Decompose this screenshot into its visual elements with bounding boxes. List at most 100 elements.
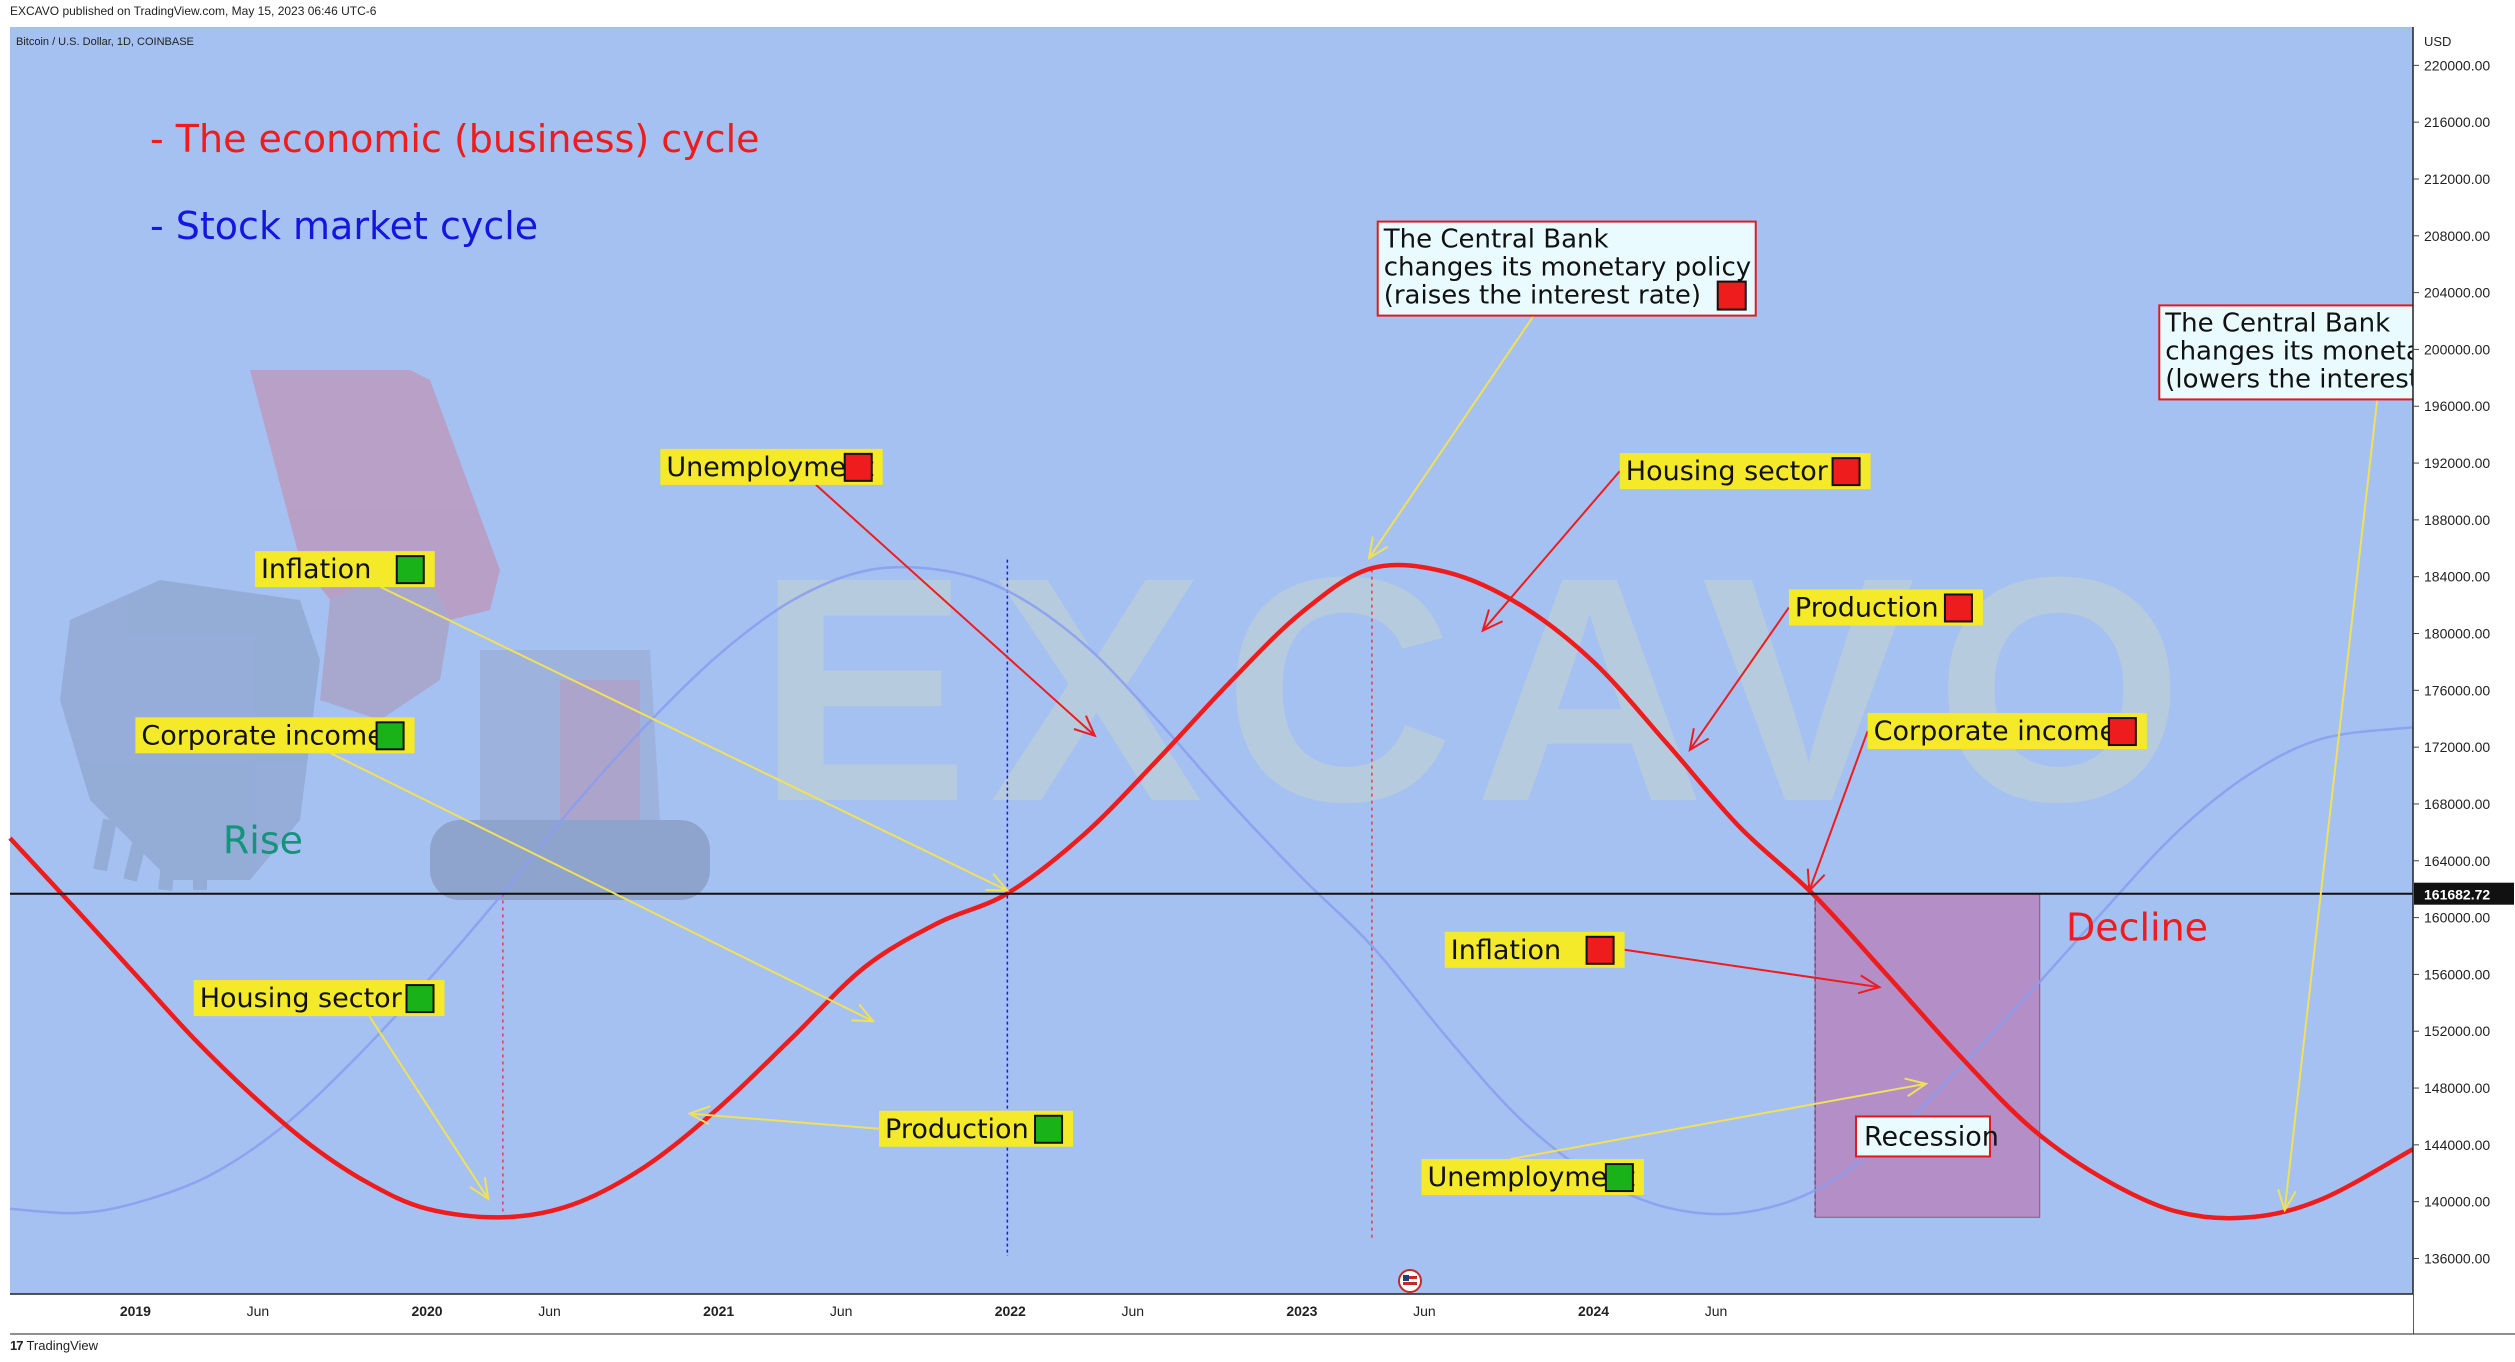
arrow-head	[1904, 1077, 1929, 1098]
red-square-icon	[1831, 457, 1861, 487]
annotation-label: Unemployment	[1421, 1159, 1644, 1196]
arrow	[815, 484, 1096, 737]
price-tick-label: 160000.00	[2424, 910, 2490, 926]
annotation-label: Housing sector	[1619, 453, 1871, 490]
tradingview-brand[interactable]: TradingView	[26, 1338, 99, 1353]
plot-background	[10, 27, 2413, 1334]
arrow-head	[851, 1003, 876, 1023]
price-tick-label: 156000.00	[2424, 966, 2490, 982]
footer: 17 TradingView	[10, 1338, 98, 1353]
price-tick-label: 200000.00	[2424, 341, 2490, 357]
annotation-labels: Inflation Corporate income Housing sector P…	[135, 220, 2515, 1196]
price-tick-label: 176000.00	[2424, 682, 2490, 698]
symbol-label: Bitcoin / U.S. Dollar, 1D, COINBASE	[16, 36, 194, 48]
annotation-label: Production	[1788, 589, 1983, 626]
price-tick-label: 184000.00	[2424, 569, 2490, 585]
excavator-watermark	[60, 370, 710, 900]
price-tick-label: 164000.00	[2424, 853, 2490, 869]
time-tick-label: 2024	[1578, 1303, 1609, 1319]
arrow	[1808, 730, 1869, 891]
annotation-label: Inflation	[254, 551, 435, 588]
title-line-1: - The economic (business) cycle	[150, 117, 760, 161]
time-tick-label: Jun	[538, 1303, 561, 1319]
time-tick-label: Jun	[1413, 1303, 1436, 1319]
excavo-watermark: EXCAVO	[756, 510, 2204, 868]
arrow	[1510, 1082, 1927, 1161]
arrow	[1688, 606, 1790, 751]
phase-label: Rise	[223, 819, 303, 863]
label-text: Corporate income	[141, 720, 383, 751]
label-bg	[193, 980, 445, 1017]
policy-arrow-head	[2277, 1188, 2297, 1213]
tradingview-logo[interactable]: 17	[10, 1338, 24, 1353]
annotation-label: Corporate income	[135, 717, 415, 754]
time-tick-label: 2022	[995, 1303, 1026, 1319]
arrow-head	[469, 1176, 490, 1201]
arrow-head	[985, 873, 1010, 892]
note-line: The Central Bank	[2164, 308, 2390, 338]
arrow	[380, 586, 1008, 892]
annotation-label: Unemployment	[660, 448, 883, 485]
current-price-badge	[2414, 882, 2514, 905]
time-tick-label: 2023	[1286, 1303, 1317, 1319]
red-square-icon	[843, 452, 873, 482]
green-square-icon	[405, 984, 435, 1014]
time-tick-label: Jun	[1705, 1303, 1728, 1319]
time-tick-label: Jun	[830, 1303, 853, 1319]
label-text: Unemployment	[666, 452, 874, 483]
price-axis: 220000.00 216000.00 212000.00 208000.00 2040…	[2413, 57, 2514, 1266]
label-text: Housing sector	[1626, 456, 1829, 487]
price-tick-label: 140000.00	[2424, 1194, 2490, 1210]
note-line: changes its monetary policy	[1384, 253, 1751, 283]
flag-icon[interactable]	[1398, 1269, 1422, 1293]
policy-arrow	[1368, 315, 1535, 559]
red-square-icon	[1943, 593, 1973, 623]
label-text: Corporate income	[1874, 716, 2116, 747]
price-tick-label: 196000.00	[2424, 398, 2490, 414]
price-tick-label: 204000.00	[2424, 285, 2490, 301]
label-text: Housing sector	[200, 983, 403, 1014]
price-tick-label: 172000.00	[2424, 739, 2490, 755]
note-line: (raises the interest rate)	[1384, 281, 1701, 311]
label-bg	[135, 717, 415, 754]
arrow	[368, 1015, 490, 1200]
green-square-icon	[1034, 1114, 1064, 1144]
policy-arrow	[2283, 399, 2379, 1211]
current-price-label: 161682.72	[2424, 887, 2490, 903]
phase-label: Decline	[2066, 905, 2208, 949]
time-tick-label: 2019	[120, 1303, 151, 1319]
green-square-icon	[1604, 1163, 1634, 1193]
label-text: Unemployment	[1427, 1162, 1635, 1193]
time-tick-label: Jun	[247, 1303, 270, 1319]
time-tick-label: Jun	[1121, 1303, 1144, 1319]
price-tick-label: 144000.00	[2424, 1137, 2490, 1153]
arrow-head	[1073, 715, 1097, 738]
publish-info: EXCAVO published on TradingView.com, May…	[10, 4, 377, 18]
arrow-head	[1481, 609, 1504, 633]
green-square-icon	[375, 721, 405, 751]
arrow-head	[1688, 728, 1710, 752]
time-axis: 2019 Jun 2020 Jun 2021 Jun 2022 Jun 2023 Jun 2024 J…	[120, 1303, 1727, 1319]
price-tick-label: 188000.00	[2424, 512, 2490, 528]
price-tick-label: 136000.00	[2424, 1250, 2490, 1266]
arrow	[1481, 470, 1621, 632]
price-tick-label: 212000.00	[2424, 171, 2490, 187]
arrow-head	[687, 1105, 711, 1126]
green-square-icon	[395, 555, 425, 585]
recession-label: Recession	[1864, 1121, 1999, 1152]
price-tick-label: 180000.00	[2424, 626, 2490, 642]
price-tick-label: 220000.00	[2424, 57, 2490, 73]
price-tick-label: 148000.00	[2424, 1080, 2490, 1096]
arrow-head	[1806, 868, 1826, 893]
note-box	[1376, 220, 1757, 317]
price-tick-label: 168000.00	[2424, 796, 2490, 812]
time-tick-label: 2020	[411, 1303, 442, 1319]
annotation-label: Production	[879, 1110, 1074, 1147]
annotation-label: Inflation	[1444, 931, 1625, 968]
label-text: Production	[885, 1114, 1029, 1145]
recession-label-box	[1854, 1115, 1991, 1158]
annotation-label: Housing sector	[193, 980, 445, 1017]
arrow	[1624, 948, 1880, 989]
arrow	[689, 1112, 880, 1130]
red-square-icon	[1716, 280, 1747, 311]
